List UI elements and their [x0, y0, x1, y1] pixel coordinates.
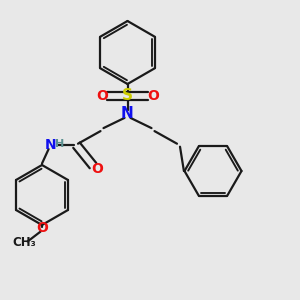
Text: O: O [36, 221, 48, 235]
Text: O: O [92, 162, 104, 176]
Text: CH₃: CH₃ [12, 236, 36, 250]
Text: N: N [121, 106, 134, 122]
Text: N: N [45, 138, 57, 152]
Text: H: H [56, 139, 64, 149]
Text: O: O [96, 89, 108, 103]
Text: S: S [122, 88, 133, 104]
Text: O: O [147, 89, 159, 103]
